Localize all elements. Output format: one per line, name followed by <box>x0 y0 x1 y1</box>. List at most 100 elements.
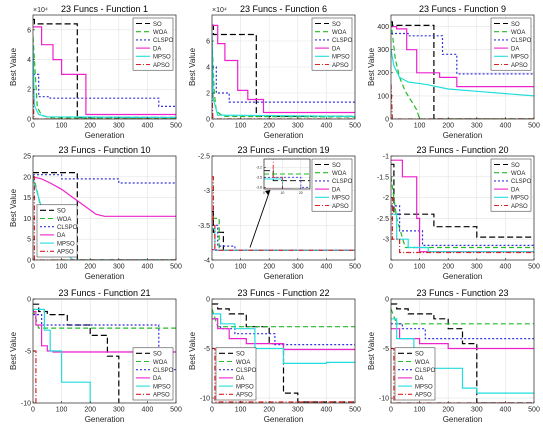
legend-label: CLSPO <box>511 38 532 44</box>
chart-title: 23 Funcs - Function 20 <box>416 145 508 155</box>
y-axis-label: Best Value <box>9 188 18 227</box>
y-axis-label: Best Value <box>9 47 18 86</box>
x-axis-label: Generation <box>264 272 304 281</box>
x-tick-label: 100 <box>414 407 426 414</box>
legend-label: SO <box>511 22 520 28</box>
legend-label: MPSO <box>332 196 350 202</box>
legend-label: WOA <box>153 360 167 366</box>
x-tick-label: 300 <box>471 123 483 130</box>
x-tick-label: 100 <box>56 264 68 271</box>
y-tick-label: -3.8 <box>256 186 262 190</box>
y-tick-label: -5 <box>25 348 31 355</box>
chart-title: 23 Funcs - Function 19 <box>237 145 329 155</box>
legend-label: DA <box>511 46 519 52</box>
chart-title: 23 Funcs - Function 23 <box>416 288 508 298</box>
y-tick-label: -3 <box>383 237 389 244</box>
y-tick-label: -2 <box>383 195 389 202</box>
x-tick-label: 200 <box>263 407 275 414</box>
x-tick-label: 300 <box>292 123 304 130</box>
chart-title: 23 Funcs - Function 6 <box>240 4 327 14</box>
x-tick-label: 400 <box>500 407 512 414</box>
chart-title: 23 Funcs - Function 9 <box>419 4 506 14</box>
chart-title: 23 Funcs - Function 10 <box>58 145 150 155</box>
legend-label: MPSO <box>153 55 171 61</box>
x-axis-label: Generation <box>85 415 125 424</box>
y-axis-label: Best Value <box>188 47 197 86</box>
plot-area <box>264 159 310 189</box>
x-tick-label: 400 <box>500 123 512 130</box>
x-tick-label: 500 <box>528 123 540 130</box>
y-tick-label: 15 <box>23 195 31 202</box>
x-tick-label: 400 <box>142 123 154 130</box>
legend-label: APSO <box>153 63 170 69</box>
x-tick-label: 500 <box>349 407 361 414</box>
y-tick-label: 0 <box>27 296 31 303</box>
legend-label: WOA <box>511 30 525 36</box>
y-tick-label: 2 <box>27 87 31 94</box>
x-axis-label: Generation <box>85 131 125 140</box>
x-tick-label: 400 <box>142 264 154 271</box>
y-exponent-label: ×10⁴ <box>212 7 227 14</box>
x-tick-label: 200 <box>84 407 96 414</box>
legend-label: APSO <box>415 393 432 399</box>
legend-label: WOA <box>153 30 167 36</box>
legend-label: SO <box>511 163 520 169</box>
legend-label: MPSO <box>153 384 171 390</box>
x-tick-label: 0 <box>263 191 265 195</box>
x-tick-label: 400 <box>321 264 333 271</box>
y-tick-label: 0 <box>206 296 210 303</box>
legend-label: CLSPO <box>511 179 532 185</box>
x-tick-label: 500 <box>349 264 361 271</box>
y-tick-label: -3.2 <box>256 166 262 170</box>
x-tick-label: 400 <box>500 264 512 271</box>
x-tick-label: 0 <box>31 407 35 414</box>
legend-label: APSO <box>511 63 528 69</box>
legend-label: CLSPO <box>153 38 174 44</box>
legend-label: DA <box>236 376 244 382</box>
legend-label: MPSO <box>511 55 529 61</box>
x-tick-label: 100 <box>235 407 247 414</box>
x-tick-label: 200 <box>84 123 96 130</box>
legend-label: MPSO <box>415 384 433 390</box>
legend-label: CLSPO <box>332 38 353 44</box>
y-tick-label: 0 <box>385 116 389 123</box>
x-tick-label: 500 <box>170 123 182 130</box>
chart-title: 23 Funcs - Function 21 <box>58 288 150 298</box>
x-tick-label: 100 <box>414 264 426 271</box>
legend-label: CLSPO <box>153 368 174 374</box>
x-axis-label: Generation <box>443 415 483 424</box>
y-tick-label: -10 <box>21 400 31 407</box>
x-tick-label: 20 <box>299 191 303 195</box>
y-tick-label: 0 <box>27 257 31 264</box>
x-tick-label: 200 <box>442 264 454 271</box>
y-axis-label: Best Value <box>367 331 376 370</box>
y-tick-label: -5 <box>204 346 210 353</box>
legend-label: APSO <box>57 250 74 256</box>
x-tick-label: 0 <box>389 407 393 414</box>
legend-label: DA <box>57 233 65 239</box>
x-tick-label: 300 <box>471 264 483 271</box>
legend-label: APSO <box>332 204 349 210</box>
x-tick-label: 400 <box>142 407 154 414</box>
legend-label: DA <box>511 187 519 193</box>
legend-label: SO <box>57 209 66 215</box>
x-tick-label: 300 <box>292 264 304 271</box>
y-tick-label: 200 <box>377 70 389 77</box>
legend-label: CLSPO <box>57 225 78 231</box>
x-tick-label: 500 <box>349 123 361 130</box>
y-tick-label: 100 <box>377 93 389 100</box>
legend-label: WOA <box>236 360 250 366</box>
x-tick-label: 500 <box>528 407 540 414</box>
chart-title: 23 Funcs - Function 22 <box>237 288 329 298</box>
legend-label: DA <box>153 376 161 382</box>
x-tick-label: 100 <box>56 407 68 414</box>
x-tick-label: 300 <box>113 264 125 271</box>
